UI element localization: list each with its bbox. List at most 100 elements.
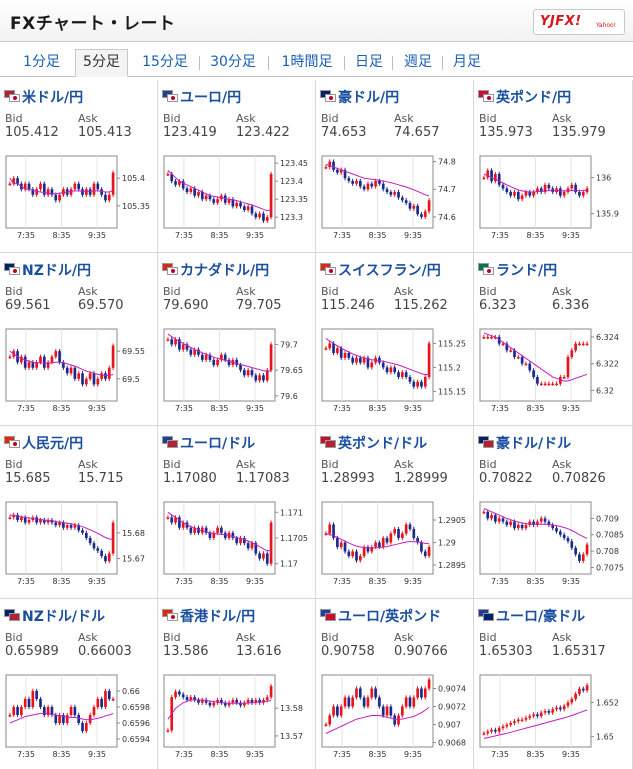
- bid-label: Bid: [5, 458, 23, 471]
- candle-body: [23, 356, 27, 368]
- candle-body: [35, 517, 38, 523]
- candle-body: [262, 553, 265, 559]
- candle-body: [543, 383, 547, 386]
- candle-body: [486, 170, 490, 178]
- candle-body: [243, 538, 246, 544]
- candle-body: [92, 707, 96, 715]
- candle-body: [81, 530, 84, 533]
- candle-body: [235, 359, 239, 365]
- tab-2[interactable]: 5分足: [75, 49, 128, 77]
- candle-body: [378, 542, 381, 547]
- x-tick-label: 7:35: [333, 404, 351, 413]
- currency-flags-icon: [478, 263, 495, 275]
- candle-body: [501, 726, 505, 729]
- candle-body: [397, 192, 400, 198]
- tab-5[interactable]: 1時間足: [281, 54, 333, 70]
- candle-body: [92, 373, 96, 385]
- candle-body: [362, 697, 366, 707]
- candle-body: [486, 337, 490, 339]
- candle-body: [328, 161, 332, 168]
- price-chart: 69.55 69.5 7:35 8:35 9:35: [5, 328, 145, 413]
- y-tick-label: 0.6596: [122, 719, 150, 728]
- candle-body: [366, 697, 370, 707]
- candle-body: [185, 344, 189, 350]
- candle-body: [509, 521, 512, 525]
- tab-7[interactable]: 週足: [404, 54, 432, 70]
- x-tick-label: 9:35: [562, 231, 580, 240]
- candle-body: [227, 359, 231, 365]
- tab-1[interactable]: 1分足: [23, 54, 60, 70]
- candle-body: [401, 533, 404, 538]
- candle-body: [362, 547, 366, 556]
- pair-name: ユーロ/円: [180, 90, 242, 106]
- moving-average-line: [483, 508, 588, 539]
- yjfx-logo[interactable]: YJFX! Yahoo!: [533, 9, 625, 35]
- candle-body: [381, 538, 385, 547]
- candle-body: [104, 691, 107, 707]
- price-chart: 0.66 0.6598 0.6596 0.6594 7:35 8:35 9:35: [5, 674, 150, 759]
- y-tick-label: 136: [596, 174, 611, 183]
- candle-body: [408, 377, 412, 382]
- tab-6[interactable]: 日足: [355, 54, 383, 70]
- candle-body: [170, 517, 174, 523]
- candle-body: [8, 183, 12, 186]
- candle-body: [111, 172, 115, 195]
- candle-body: [243, 702, 246, 706]
- candle-body: [585, 343, 589, 346]
- y-tick-label: 74.7: [438, 185, 456, 194]
- tab-4[interactable]: 30分足: [210, 54, 256, 70]
- candle-body: [389, 706, 393, 716]
- candle-body: [254, 213, 258, 218]
- flag-dot: [13, 442, 17, 446]
- tab-8[interactable]: 月足: [453, 54, 481, 70]
- candle-body: [585, 685, 589, 691]
- candle-body: [404, 372, 408, 377]
- candle-body: [62, 362, 65, 368]
- bid-label: Bid: [321, 112, 339, 125]
- candle-body: [166, 339, 170, 341]
- candle-body: [8, 715, 12, 717]
- ask-label: Ask: [552, 112, 572, 125]
- candle-body: [39, 183, 42, 190]
- gb-flag-icon: [325, 613, 336, 621]
- candle-body: [336, 169, 339, 173]
- candle-body: [62, 522, 65, 528]
- ask-label: Ask: [394, 631, 414, 644]
- y-tick-label: 0.709: [596, 514, 619, 523]
- candle-body: [243, 370, 246, 376]
- candle-body: [20, 356, 23, 363]
- pair-cell: 英ポンド/ドル Bid Ask 1.28993 1.28999 1.2905 1.29 1.2…: [316, 426, 474, 599]
- flag-dot: [329, 269, 333, 273]
- flag-dot: [487, 96, 491, 100]
- candle-body: [42, 356, 46, 368]
- candle-body: [58, 522, 61, 526]
- pair-name: NZドル/円: [22, 263, 91, 279]
- candle-body: [427, 343, 431, 377]
- moving-average-line: [9, 514, 114, 540]
- candle-body: [385, 367, 389, 373]
- candle-body: [374, 542, 377, 547]
- candle-body: [246, 370, 250, 376]
- candle-body: [20, 707, 23, 715]
- candle-body: [39, 699, 42, 707]
- candle-body: [65, 525, 69, 528]
- candle-body: [189, 527, 193, 533]
- candle-body: [539, 518, 543, 522]
- us-flag-icon: [167, 440, 178, 448]
- currency-flags-icon: [4, 609, 21, 621]
- candle-body: [239, 202, 242, 207]
- y-tick-label: 1.171: [280, 508, 303, 517]
- candle-body: [81, 373, 84, 385]
- moving-average-line: [9, 350, 114, 376]
- tab-3[interactable]: 15分足: [142, 54, 188, 70]
- candle-body: [12, 707, 16, 715]
- candle-body: [54, 715, 58, 723]
- candle-body: [174, 339, 177, 345]
- candle-body: [581, 343, 585, 346]
- candle-body: [566, 702, 570, 706]
- candle-body: [200, 699, 204, 703]
- candle-body: [551, 524, 555, 529]
- flag-dot: [171, 96, 175, 100]
- page-title: FXチャート・レート: [10, 14, 176, 34]
- x-tick-label: 8:35: [527, 750, 545, 759]
